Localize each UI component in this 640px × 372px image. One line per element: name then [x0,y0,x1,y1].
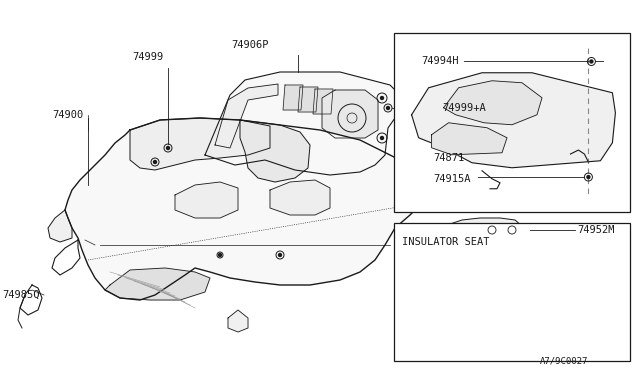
Polygon shape [322,90,378,138]
Text: 74915A: 74915A [434,174,471,184]
Polygon shape [442,218,530,254]
Polygon shape [444,81,542,125]
Bar [394,33,630,212]
Polygon shape [175,182,238,218]
Text: 74999+A: 74999+A [442,103,486,113]
Text: 74952M: 74952M [577,225,615,235]
Polygon shape [130,118,270,170]
Polygon shape [105,268,210,300]
Text: INSULATOR SEAT: INSULATOR SEAT [402,237,489,247]
Polygon shape [412,73,616,168]
Circle shape [166,147,170,150]
Text: 74900: 74900 [52,110,83,120]
Text: 74871: 74871 [434,153,465,163]
Circle shape [218,253,221,257]
Polygon shape [431,123,507,155]
Circle shape [387,106,390,109]
Polygon shape [283,85,303,110]
Circle shape [278,253,282,257]
Circle shape [154,160,157,164]
Polygon shape [270,180,330,215]
Circle shape [587,176,590,179]
Polygon shape [205,72,405,175]
Polygon shape [228,310,248,332]
Text: 74999: 74999 [132,52,164,62]
Polygon shape [65,118,430,300]
Circle shape [381,96,383,99]
Polygon shape [298,87,318,112]
Text: 74985Q: 74985Q [2,290,40,300]
Text: A7/9C0027: A7/9C0027 [540,356,588,365]
Bar [394,223,630,361]
Polygon shape [48,210,72,242]
Polygon shape [215,84,278,148]
Polygon shape [240,120,310,182]
Circle shape [381,137,383,140]
Polygon shape [313,89,333,114]
Text: 74994H: 74994H [422,57,459,67]
Text: 74906P: 74906P [231,40,269,50]
Circle shape [590,60,593,63]
